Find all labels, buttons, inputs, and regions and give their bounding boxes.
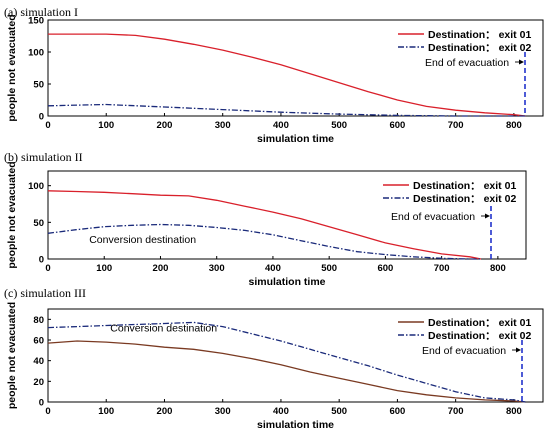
y-tick-label: 0: [39, 112, 44, 123]
legend-label-2: Destination： exit 02: [428, 42, 531, 54]
series-line-1: [47, 340, 526, 403]
plot-frame: [47, 170, 527, 260]
legend-label-1: Destination： exit 01: [428, 317, 531, 329]
x-axis-label: simulation time: [248, 276, 325, 288]
x-axis-label: simulation time: [257, 133, 334, 145]
x-tick-label: 700: [448, 120, 464, 131]
panel-title: (b) simulation II: [4, 150, 83, 164]
y-tick-label: 100: [28, 48, 44, 59]
x-tick-label: 0: [45, 406, 50, 417]
plot-frame: [47, 19, 544, 117]
x-tick-label: 0: [45, 120, 50, 131]
x-tick-label: 800: [490, 263, 506, 274]
x-tick-label: 200: [157, 406, 173, 417]
y-tick-label: 50: [33, 218, 44, 229]
series-line-1: [47, 190, 482, 260]
x-tick-label: 700: [448, 406, 464, 417]
x-tick-label: 800: [506, 120, 522, 131]
y-tick-label: 20: [33, 377, 44, 388]
y-tick-label: 60: [33, 336, 44, 347]
panel-title: (c) simulation III: [4, 286, 86, 300]
annotation-arrowhead: [519, 59, 524, 65]
y-tick-label: 100: [28, 181, 44, 192]
x-tick-label: 0: [45, 263, 50, 274]
series-line-2: [47, 103, 526, 117]
x-tick-label: 600: [389, 120, 405, 131]
x-tick-label: 500: [331, 120, 347, 131]
x-tick-label: 600: [389, 406, 405, 417]
x-tick-label: 100: [96, 263, 112, 274]
x-tick-label: 700: [434, 263, 450, 274]
end-of-evacuation-label: End of evacuation: [391, 211, 475, 223]
annotation-arrowhead: [516, 347, 521, 353]
x-tick-label: 400: [273, 406, 289, 417]
annotation-arrowhead: [485, 213, 490, 219]
x-tick-label: 100: [98, 120, 114, 131]
panel-title: (a) simulation I: [4, 5, 78, 19]
x-tick-label: 500: [321, 263, 337, 274]
chart-panel-1: (a) simulation I0 100 200 300 400 500 600 700 80…: [4, 5, 544, 145]
x-tick-label: 400: [265, 263, 281, 274]
y-axis-label: people not evacuated: [6, 302, 18, 409]
legend-label-1: Destination： exit 01: [428, 29, 531, 41]
x-tick-label: 800: [506, 406, 522, 417]
chart-panel-2: (b) simulation II0 100 200 300 400 500 600 700 8…: [4, 150, 527, 288]
plot-frame: [47, 308, 544, 403]
x-tick-label: 600: [377, 263, 393, 274]
x-tick-label: 300: [215, 120, 231, 131]
y-tick-label: 80: [33, 315, 44, 326]
x-tick-label: 200: [153, 263, 169, 274]
x-tick-label: 500: [331, 406, 347, 417]
x-axis-label: simulation time: [257, 419, 334, 431]
x-tick-label: 200: [157, 120, 173, 131]
y-tick-label: 40: [33, 356, 44, 367]
x-tick-label: 300: [209, 263, 225, 274]
legend-label-2: Destination： exit 02: [428, 330, 531, 342]
x-tick-label: 300: [215, 406, 231, 417]
y-axis-label: people not evacuated: [6, 14, 18, 121]
series-line-2: [47, 321, 526, 403]
y-axis-label: people not evacuated: [6, 161, 18, 268]
y-tick-label: 50: [33, 80, 44, 91]
y-tick-label: 150: [28, 16, 44, 27]
legend-label-1: Destination： exit 01: [413, 180, 516, 192]
y-tick-label: 0: [39, 398, 44, 409]
x-tick-label: 400: [273, 120, 289, 131]
series-line-1: [48, 33, 526, 117]
end-of-evacuation-label: End of evacuation: [422, 345, 506, 357]
conversion-destination-label: Conversion destination: [89, 234, 196, 246]
y-tick-label: 0: [39, 255, 44, 266]
end-of-evacuation-label: End of evacuation: [425, 57, 509, 69]
legend-label-2: Destination： exit 02: [413, 193, 516, 205]
x-tick-label: 100: [98, 406, 114, 417]
conversion-destination-label: Conversion destination: [110, 323, 217, 335]
